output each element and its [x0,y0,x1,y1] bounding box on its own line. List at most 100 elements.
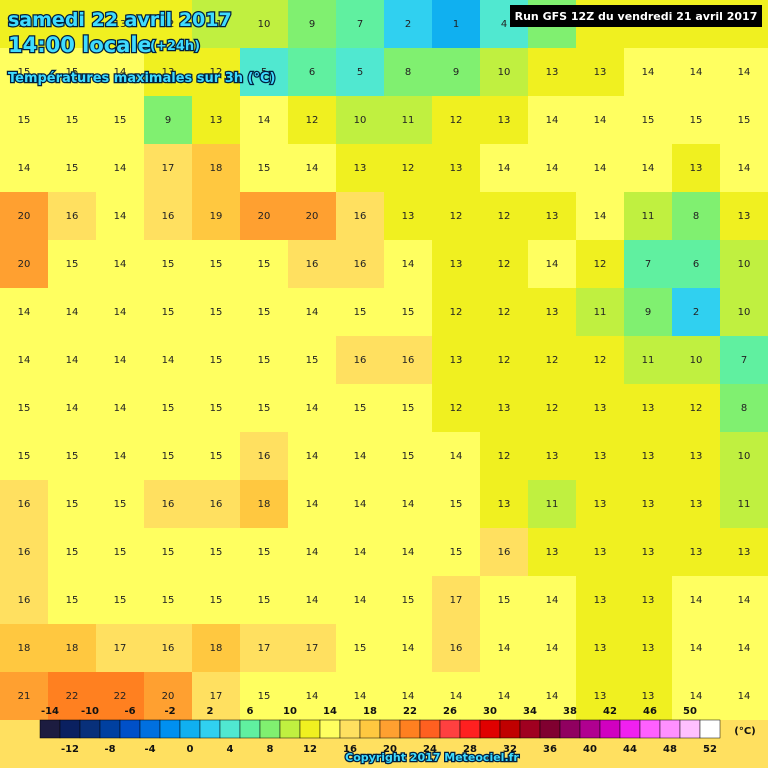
temp-cell [480,624,528,672]
temp-value: 13 [642,451,655,462]
temp-value: 13 [642,403,655,414]
legend-swatch [299,719,321,739]
temp-cell [624,480,672,528]
temp-value: 16 [210,499,223,510]
temp-cell [672,240,720,288]
temp-cell [384,384,432,432]
temp-cell [240,624,288,672]
temp-cell [192,336,240,384]
temp-cell [288,0,336,48]
temp-cell [288,96,336,144]
temp-value: 17 [162,163,175,174]
temp-value: 16 [354,259,367,270]
temp-value: 15 [354,403,367,414]
temp-value: 15 [210,451,223,462]
temp-value: 13 [594,643,607,654]
temp-value: 13 [642,643,655,654]
temp-cell [192,480,240,528]
temp-cell [96,0,144,48]
temp-cell [0,0,48,48]
temp-cell [384,240,432,288]
temp-cell [336,384,384,432]
legend-swatch [219,719,241,739]
temp-cell [384,432,432,480]
temp-cell [672,672,720,720]
temp-value: 9 [453,67,459,78]
temp-value: 13 [66,19,79,30]
temp-value: 14 [450,691,463,702]
temp-value: 2 [405,19,411,30]
legend-label: 44 [623,744,637,755]
temp-value: 15 [258,691,271,702]
temp-value: 13 [738,547,751,558]
temp-value: 14 [66,403,79,414]
temp-value: 18 [210,163,223,174]
temp-value: 16 [18,499,31,510]
temp-cell [528,576,576,624]
temp-cell [528,144,576,192]
temp-cell [624,240,672,288]
temp-value: 10 [738,307,751,318]
temp-value: 11 [738,499,751,510]
temp-cell [192,144,240,192]
temp-value: 19 [210,211,223,222]
temp-value: 13 [642,499,655,510]
temp-cell [144,480,192,528]
legend-label: -2 [164,706,175,717]
temp-cell [624,384,672,432]
temp-cell [432,384,480,432]
temp-cell [384,336,432,384]
temp-cell [432,528,480,576]
temp-value: 20 [258,211,271,222]
temp-value: 14 [354,547,367,558]
legend-swatch [599,719,621,739]
temp-value: 13 [450,163,463,174]
temp-cell [288,624,336,672]
temp-cell [96,480,144,528]
temp-cell [624,96,672,144]
temp-cell [192,192,240,240]
temp-cell [432,288,480,336]
temp-value: 14 [402,691,415,702]
legend-swatch [399,719,421,739]
temp-cell [432,96,480,144]
temp-value: 10 [738,259,751,270]
temp-value: 15 [66,67,79,78]
legend-swatch [419,719,441,739]
temp-value: 13 [546,211,559,222]
temp-value: 15 [66,451,79,462]
temp-value: 15 [114,595,127,606]
temp-cell [384,528,432,576]
temp-cell [432,48,480,96]
legend-label: 10 [283,706,297,717]
temp-cell [480,48,528,96]
legend-label: 48 [663,744,677,755]
temp-cell [96,528,144,576]
temp-value: 20 [18,259,31,270]
legend-label: -12 [61,744,79,755]
legend-swatch [519,719,541,739]
temp-cell [336,48,384,96]
legend-label: 42 [603,706,617,717]
temp-value: 15 [210,259,223,270]
temp-cell [288,192,336,240]
temp-value: 11 [642,211,655,222]
temp-value: 14 [594,115,607,126]
temp-cell [528,432,576,480]
temp-cell [624,144,672,192]
legend-swatch [139,719,161,739]
legend-label: 12 [303,744,317,755]
legend-swatch [639,719,661,739]
temp-cell [528,480,576,528]
temp-value: 9 [165,115,171,126]
temp-value: 12 [402,163,415,174]
temp-value: 15 [258,307,271,318]
temp-cell [288,48,336,96]
temp-cell [240,288,288,336]
temp-value: 15 [498,595,511,606]
temp-value: 11 [594,307,607,318]
legend-label: 20 [383,744,397,755]
temp-value: 15 [162,547,175,558]
temp-cell [96,672,144,720]
